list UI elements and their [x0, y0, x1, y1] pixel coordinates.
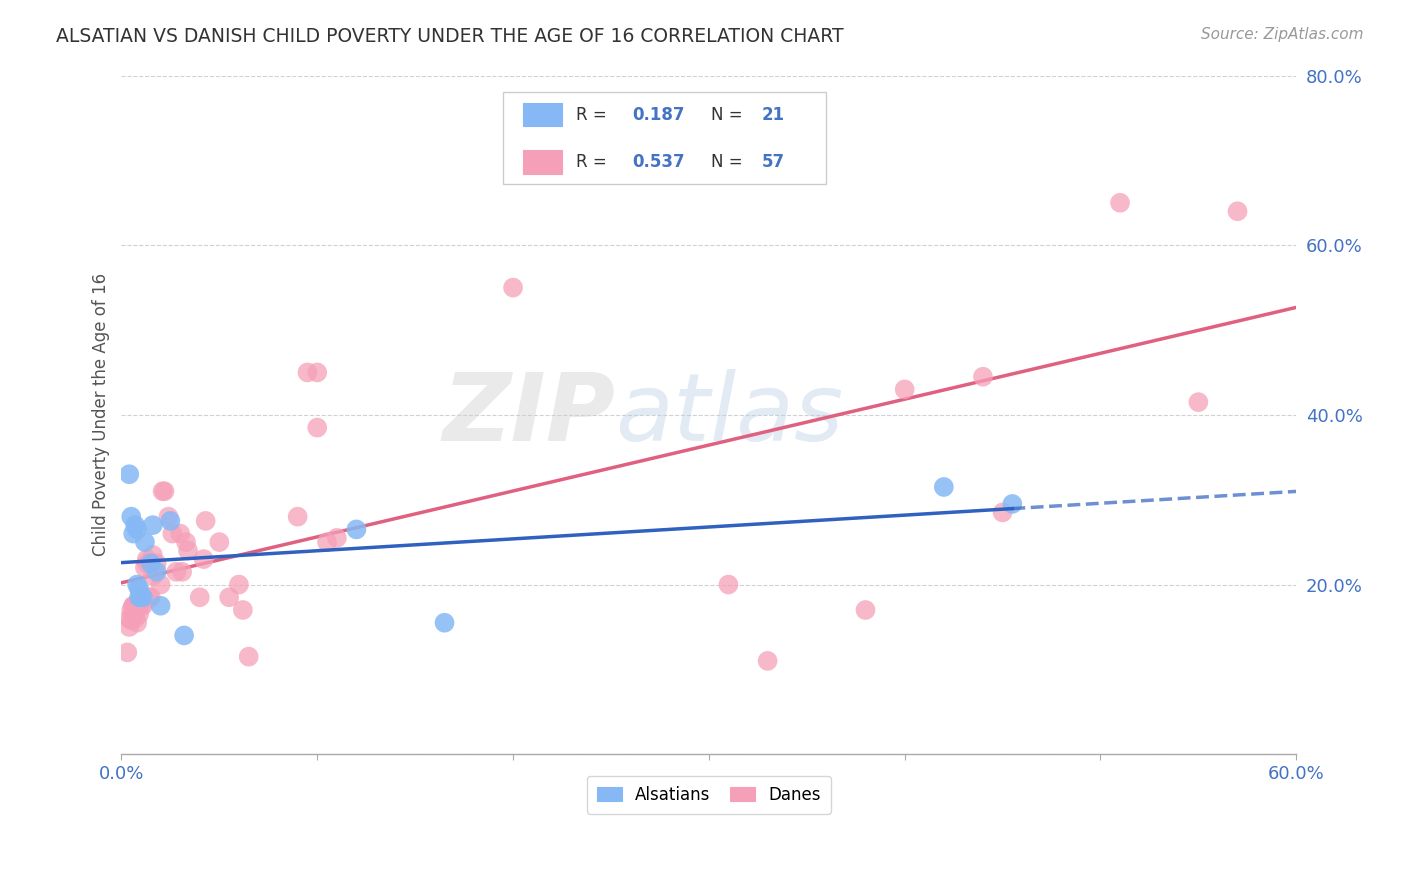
Point — [208, 535, 231, 549]
Point — [149, 599, 172, 613]
Text: 0.537: 0.537 — [633, 153, 685, 171]
Point — [165, 565, 187, 579]
Point — [129, 591, 152, 605]
Point — [142, 548, 165, 562]
Point — [122, 526, 145, 541]
Point — [1226, 204, 1249, 219]
Point — [193, 552, 215, 566]
Point — [149, 577, 172, 591]
Point — [194, 514, 217, 528]
Bar — [523, 150, 562, 174]
Point — [152, 484, 174, 499]
Point — [188, 591, 211, 605]
Point — [124, 611, 146, 625]
Text: 0.187: 0.187 — [633, 105, 685, 124]
Text: N =: N = — [711, 153, 748, 171]
Text: R =: R = — [576, 153, 612, 171]
Point — [124, 518, 146, 533]
Point — [172, 565, 194, 579]
Point — [122, 599, 145, 613]
Point — [433, 615, 456, 630]
Point — [127, 522, 149, 536]
Point — [129, 599, 152, 613]
Point — [120, 509, 142, 524]
Point — [162, 526, 184, 541]
Point — [228, 577, 250, 591]
Point — [932, 480, 955, 494]
Point — [142, 518, 165, 533]
Point — [1001, 497, 1024, 511]
Point — [132, 599, 155, 613]
Point — [344, 522, 367, 536]
Text: ALSATIAN VS DANISH CHILD POVERTY UNDER THE AGE OF 16 CORRELATION CHART: ALSATIAN VS DANISH CHILD POVERTY UNDER T… — [56, 27, 844, 45]
Point — [127, 599, 149, 613]
Point — [138, 591, 160, 605]
Bar — [523, 103, 562, 127]
Point — [316, 535, 339, 549]
Point — [118, 620, 141, 634]
Point — [326, 531, 349, 545]
Point — [117, 645, 139, 659]
Point — [756, 654, 779, 668]
Point — [638, 161, 661, 176]
Point — [153, 484, 176, 499]
Point — [118, 611, 141, 625]
Point — [1187, 395, 1209, 409]
Point — [118, 467, 141, 482]
Point — [307, 420, 329, 434]
Point — [169, 526, 191, 541]
Point — [128, 607, 150, 622]
Text: R =: R = — [576, 105, 612, 124]
Point — [120, 613, 142, 627]
Point — [972, 369, 994, 384]
Point — [134, 560, 156, 574]
Point — [717, 577, 740, 591]
Point — [127, 577, 149, 591]
Point — [124, 599, 146, 613]
Text: 57: 57 — [762, 153, 785, 171]
Point — [132, 591, 155, 605]
Point — [238, 649, 260, 664]
Point — [159, 514, 181, 528]
Point — [120, 603, 142, 617]
Point — [129, 591, 152, 605]
Point — [128, 599, 150, 613]
Text: N =: N = — [711, 105, 748, 124]
Point — [135, 557, 157, 571]
Point — [307, 366, 329, 380]
Point — [173, 628, 195, 642]
Text: 21: 21 — [762, 105, 785, 124]
Point — [297, 366, 319, 380]
Point — [128, 582, 150, 596]
Point — [232, 603, 254, 617]
Point — [135, 552, 157, 566]
Point — [142, 569, 165, 583]
Point — [122, 607, 145, 622]
Point — [157, 509, 180, 524]
Text: Source: ZipAtlas.com: Source: ZipAtlas.com — [1201, 27, 1364, 42]
Point — [145, 557, 167, 571]
Point — [127, 615, 149, 630]
Point — [855, 603, 877, 617]
Text: atlas: atlas — [614, 369, 844, 460]
Point — [991, 505, 1014, 519]
Text: ZIP: ZIP — [441, 369, 614, 461]
Point — [122, 599, 145, 613]
Point — [502, 280, 524, 294]
Point — [174, 535, 197, 549]
Legend: Alsatians, Danes: Alsatians, Danes — [586, 776, 831, 814]
Point — [139, 591, 162, 605]
Point — [128, 591, 150, 605]
Point — [893, 383, 915, 397]
FancyBboxPatch shape — [503, 93, 827, 184]
Point — [1109, 195, 1132, 210]
Point — [145, 565, 167, 579]
Point — [218, 591, 240, 605]
Y-axis label: Child Poverty Under the Age of 16: Child Poverty Under the Age of 16 — [93, 273, 110, 557]
Point — [139, 557, 162, 571]
Point — [134, 535, 156, 549]
Point — [287, 509, 309, 524]
Point — [177, 543, 200, 558]
